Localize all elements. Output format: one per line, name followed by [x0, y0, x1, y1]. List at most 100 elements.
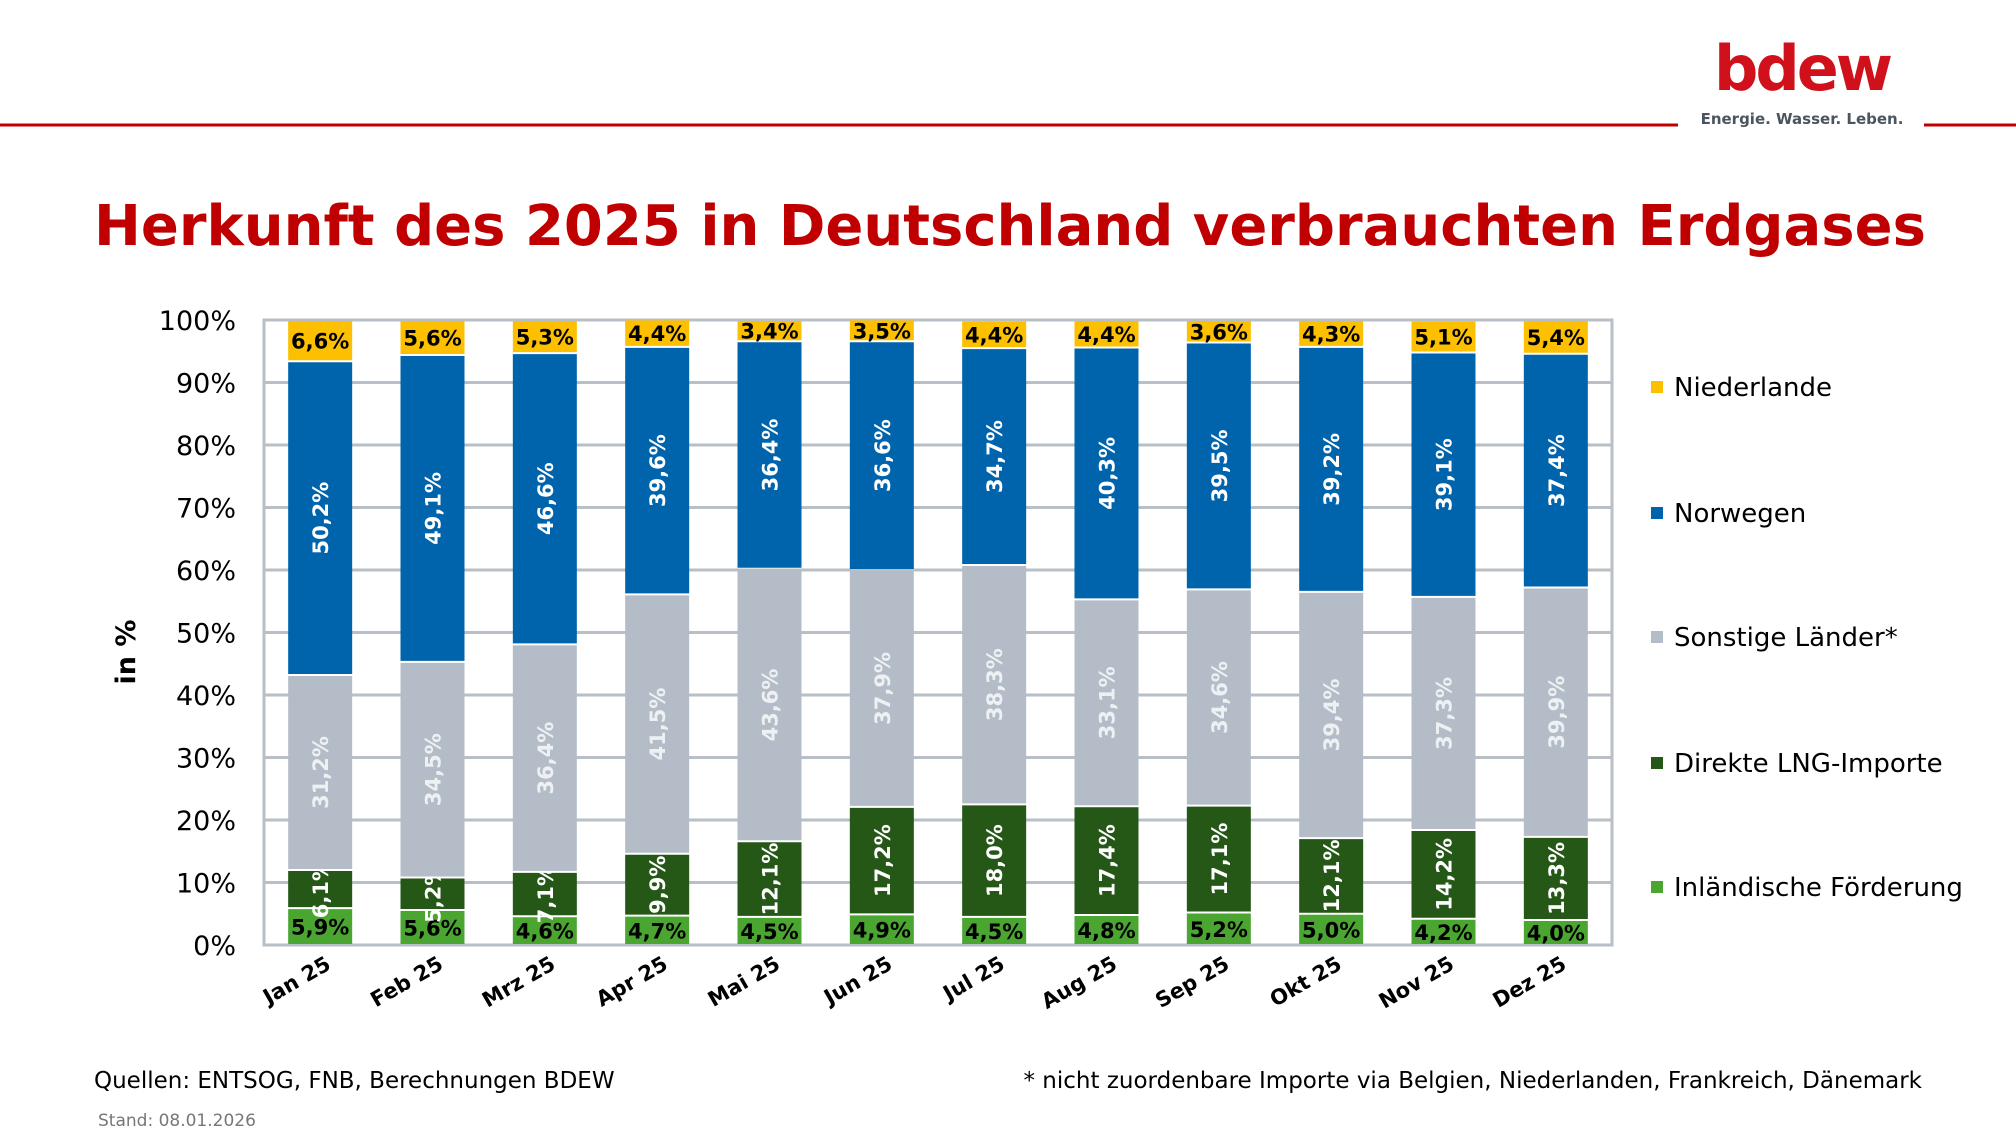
legend-item: Norwegen	[1651, 499, 1806, 529]
bar-segment	[737, 569, 802, 841]
x-tick-label: Dez 25	[1489, 952, 1571, 1013]
logo-wordmark: bdew	[1714, 32, 1892, 105]
data-label: 6,6%	[291, 330, 349, 354]
data-label: 37,4%	[1545, 434, 1569, 507]
bar-segment	[962, 805, 1027, 916]
data-label: 18,0%	[983, 824, 1007, 897]
data-label: 36,4%	[534, 722, 558, 795]
data-label: 4,4%	[965, 323, 1023, 347]
bar-segment	[1523, 354, 1588, 587]
y-ticks: 0% 10% 20% 30% 40% 50% 60% 70% 80% 90% 100%	[159, 306, 236, 962]
data-label: 46,6%	[534, 462, 558, 535]
data-label: 17,4%	[1096, 824, 1120, 897]
data-label: 14,2%	[1433, 838, 1457, 911]
data-label: 39,6%	[646, 434, 670, 507]
legend-item: Sonstige Länder*	[1651, 623, 1898, 653]
bar-segment	[1074, 916, 1139, 944]
y-tick-label: 40%	[176, 681, 236, 712]
data-label: 4,5%	[740, 920, 798, 944]
bar-segment	[1074, 321, 1139, 347]
data-label: 49,1%	[422, 472, 446, 545]
bar-segment	[1299, 592, 1364, 838]
legend-swatch	[1651, 507, 1663, 519]
data-label: 13,3%	[1545, 842, 1569, 915]
x-tick-label: Apr 25	[592, 952, 672, 1012]
legend-swatch	[1651, 881, 1663, 893]
bar-stack: 4,8% 17,4% 33,1% 40,3% 4,4%	[1074, 321, 1139, 944]
bar-segment	[737, 917, 802, 944]
bar-segment	[1523, 321, 1588, 353]
bar-segment	[400, 911, 465, 944]
data-label: 6,1%	[309, 860, 333, 918]
y-tick-label: 70%	[176, 494, 236, 525]
data-label: 33,1%	[1096, 666, 1120, 739]
bar-segment	[962, 321, 1027, 348]
bar-stack: 5,9%6,1% 31,2% 50,2% 6,6%	[288, 321, 353, 944]
grid	[262, 318, 1614, 947]
data-label: 4,6%	[516, 920, 574, 944]
bar-segment	[1411, 919, 1476, 944]
data-label: 4,5%	[965, 920, 1023, 944]
data-label: 37,3%	[1433, 677, 1457, 750]
data-label: 38,3%	[983, 648, 1007, 721]
data-label: 34,6%	[1208, 661, 1232, 734]
bar-segment	[849, 915, 914, 944]
bar-stack: 4,5% 12,1% 43,6% 36,4% 3,4%	[737, 320, 802, 944]
data-label: 5,2%	[1190, 918, 1248, 942]
data-label: 17,2%	[871, 824, 895, 897]
data-label: 4,4%	[628, 322, 686, 346]
bar-segment	[512, 917, 577, 944]
y-tick-label: 100%	[159, 306, 236, 337]
bar-segment	[1074, 600, 1139, 806]
data-label: 34,5%	[422, 733, 446, 806]
y-tick-label: 0%	[193, 931, 236, 962]
bar-segment	[288, 321, 353, 361]
bar-segment	[1523, 921, 1588, 944]
data-label: 17,1%	[1208, 823, 1232, 896]
x-tick-label: Mrz 25	[478, 952, 559, 1013]
x-tick-label: Jul 25	[937, 952, 1008, 1007]
sources: Quellen: ENTSOG, FNB, Berechnungen BDEW	[94, 1068, 615, 1094]
bar-segment	[625, 854, 690, 915]
x-tick-label: Aug 25	[1037, 952, 1121, 1014]
legend-label: Niederlande	[1674, 373, 1832, 403]
bar-segment	[1186, 913, 1251, 944]
bar-segment	[512, 872, 577, 916]
data-label: 5,4%	[1527, 326, 1585, 350]
data-label: 39,1%	[1433, 438, 1457, 511]
legend-swatch	[1651, 631, 1663, 643]
legend-label: Direkte LNG-Importe	[1674, 749, 1943, 779]
data-label: 36,6%	[871, 419, 895, 492]
data-label: 39,4%	[1320, 679, 1344, 752]
data-label: 37,9%	[871, 652, 895, 725]
data-label: 4,8%	[1077, 919, 1135, 943]
bar-segment	[625, 347, 690, 594]
bar-stack: 5,0% 12,1% 39,4% 39,2% 4,3%	[1299, 321, 1364, 944]
bar-segment	[1299, 347, 1364, 591]
y-tick-label: 30%	[176, 744, 236, 775]
data-label: 3,5%	[853, 319, 911, 343]
bar-segment	[1523, 837, 1588, 919]
data-label: 5,6%	[403, 917, 461, 941]
bar-segment	[1299, 839, 1364, 913]
data-label: 5,1%	[1414, 326, 1472, 350]
bar-segment	[1411, 321, 1476, 352]
bar-segment	[962, 349, 1027, 564]
legend-label: Sonstige Länder*	[1674, 623, 1898, 653]
y-axis-label: in %	[111, 620, 142, 685]
bar-stack: 5,6%5,2%34,5%49,1%5,6%	[400, 321, 465, 944]
data-label: 43,6%	[759, 669, 783, 742]
footnote: * nicht zuordenbare Importe via Belgien,…	[1023, 1068, 1922, 1094]
logo-tagline: Energie. Wasser. Leben.	[1701, 110, 1904, 128]
data-label: 9,9%	[646, 856, 670, 914]
data-label: 36,4%	[759, 419, 783, 492]
bar-segment	[288, 676, 353, 869]
bar-segment	[288, 909, 353, 944]
y-tick-label: 80%	[176, 431, 236, 462]
bar-stack: 4,7% 9,9% 41,5% 39,6% 4,4%	[625, 320, 690, 944]
legend: Inländische Förderung Direkte LNG-Importe…	[1651, 373, 1963, 903]
chart-title: Herkunft des 2025 in Deutschland verbrau…	[94, 194, 1926, 259]
bar-segment	[1074, 348, 1139, 599]
data-label: 41,5%	[646, 688, 670, 761]
bar-segment	[1074, 807, 1139, 914]
